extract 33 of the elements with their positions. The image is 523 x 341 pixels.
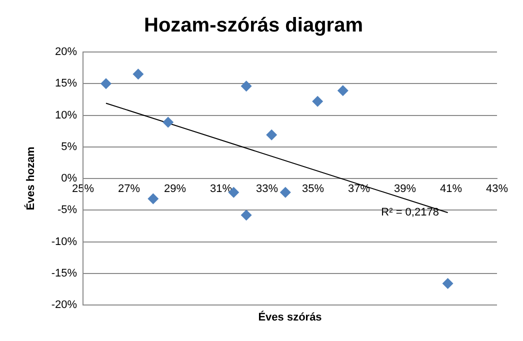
y-tick-label: 0%: [61, 172, 78, 185]
y-tick-label: 5%: [61, 140, 78, 153]
y-tick-label: -10%: [51, 236, 78, 248]
annotation: R² = 0,2178: [381, 206, 439, 219]
chart-title: Hozam-szórás diagram: [144, 14, 363, 37]
y-tick-label: -5%: [57, 204, 78, 216]
y-tick-label: -20%: [51, 299, 78, 312]
x-tick-label: 27%: [118, 183, 140, 196]
x-tick-label: 33%: [256, 183, 278, 196]
point: [312, 96, 324, 107]
x-tick-label: 31%: [210, 183, 232, 196]
y-tick-label: 10%: [54, 109, 78, 122]
y-axis-title: Éves hozam: [24, 146, 38, 210]
x-axis-title: Éves szórás: [258, 310, 322, 324]
x-tick-label: 39%: [394, 183, 416, 196]
point: [266, 129, 278, 140]
y-tick-label: -15%: [51, 267, 78, 280]
point: [148, 193, 159, 204]
y-tick-label: 15%: [54, 78, 78, 90]
point: [280, 186, 291, 198]
point: [240, 210, 252, 221]
x-tick-label: 41%: [440, 183, 462, 196]
point: [162, 116, 174, 128]
y-tick-label: 20%: [54, 46, 78, 58]
x-tick-label: 35%: [302, 183, 324, 196]
point: [132, 68, 144, 80]
point: [100, 78, 112, 90]
x-tick-label: 37%: [348, 183, 370, 196]
x-tick-label: 43%: [486, 183, 508, 196]
point: [337, 85, 348, 96]
point: [442, 278, 454, 289]
point: [240, 80, 252, 92]
x-tick-label: 29%: [164, 183, 186, 196]
